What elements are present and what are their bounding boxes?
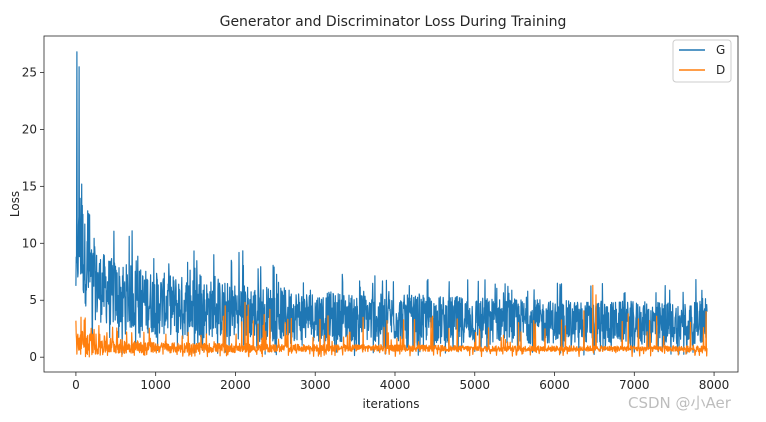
x-tick-label: 2000	[220, 378, 251, 392]
y-tick-label: 10	[22, 236, 37, 250]
legend-label-d: D	[716, 63, 725, 77]
x-axis-label: iterations	[363, 397, 420, 411]
series-line-d	[75, 284, 708, 358]
x-tick-label: 1000	[140, 378, 171, 392]
y-axis-label: Loss	[8, 191, 22, 217]
plot-series	[75, 51, 708, 358]
y-tick-label: 5	[29, 293, 37, 307]
y-tick-label: 0	[29, 350, 37, 364]
x-tick-label: 5000	[459, 378, 490, 392]
plot-frame	[43, 35, 739, 373]
y-tick-label: 20	[22, 122, 37, 136]
chart-title: Generator and Discriminator Loss During …	[220, 14, 567, 30]
x-axis: 0 1000 2000 3000 4000 5000 6000 7000 8000	[72, 372, 729, 392]
series-line-g	[75, 51, 708, 357]
x-tick-label: 4000	[380, 378, 411, 392]
x-tick-label: 3000	[300, 378, 331, 392]
watermark-text: CSDN @小Aer	[628, 394, 731, 412]
x-tick-label: 6000	[539, 378, 570, 392]
y-tick-label: 15	[22, 179, 37, 193]
x-tick-label: 7000	[619, 378, 650, 392]
legend-label-g: G	[716, 43, 725, 57]
legend: G D	[672, 39, 732, 83]
y-axis: 0 5 10 15 20 25	[22, 65, 44, 364]
x-tick-label: 8000	[699, 378, 730, 392]
x-tick-label: 0	[72, 378, 80, 392]
y-tick-label: 25	[22, 65, 37, 79]
